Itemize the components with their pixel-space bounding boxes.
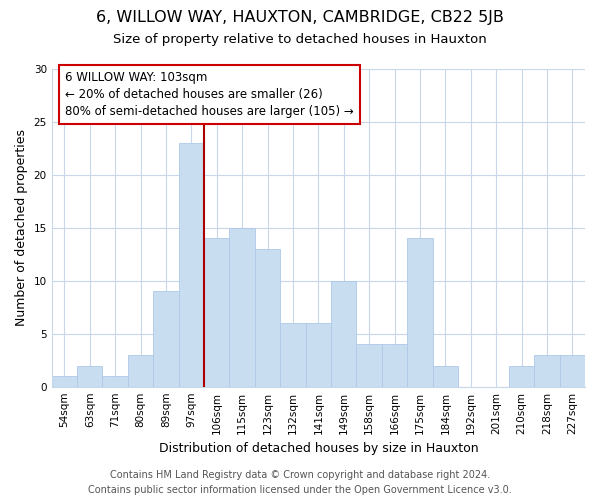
Bar — [356, 344, 382, 387]
Text: Size of property relative to detached houses in Hauxton: Size of property relative to detached ho… — [113, 32, 487, 46]
Bar — [560, 355, 585, 386]
Bar — [128, 355, 153, 386]
Y-axis label: Number of detached properties: Number of detached properties — [15, 130, 28, 326]
Bar — [229, 228, 255, 386]
Bar — [305, 323, 331, 386]
Bar — [179, 143, 204, 386]
Bar — [204, 238, 229, 386]
Text: 6 WILLOW WAY: 103sqm
← 20% of detached houses are smaller (26)
80% of semi-detac: 6 WILLOW WAY: 103sqm ← 20% of detached h… — [65, 71, 353, 118]
Bar — [103, 376, 128, 386]
Bar — [153, 292, 179, 386]
Bar — [77, 366, 103, 386]
X-axis label: Distribution of detached houses by size in Hauxton: Distribution of detached houses by size … — [158, 442, 478, 455]
Bar — [509, 366, 534, 386]
Text: Contains HM Land Registry data © Crown copyright and database right 2024.
Contai: Contains HM Land Registry data © Crown c… — [88, 470, 512, 495]
Bar — [534, 355, 560, 386]
Bar — [331, 281, 356, 386]
Bar — [280, 323, 305, 386]
Bar — [433, 366, 458, 386]
Bar — [52, 376, 77, 386]
Bar — [407, 238, 433, 386]
Text: 6, WILLOW WAY, HAUXTON, CAMBRIDGE, CB22 5JB: 6, WILLOW WAY, HAUXTON, CAMBRIDGE, CB22 … — [96, 10, 504, 25]
Bar — [255, 249, 280, 386]
Bar — [382, 344, 407, 387]
